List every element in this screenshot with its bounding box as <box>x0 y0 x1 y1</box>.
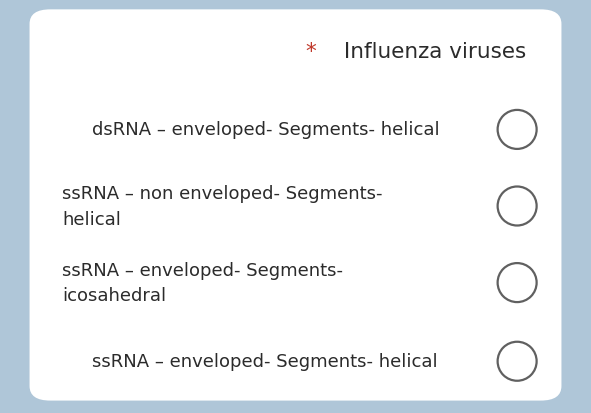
Text: ssRNA – enveloped- Segments-: ssRNA – enveloped- Segments- <box>62 261 343 279</box>
Text: *: * <box>306 42 316 62</box>
Text: ssRNA – non enveloped- Segments-: ssRNA – non enveloped- Segments- <box>62 185 382 203</box>
Ellipse shape <box>498 111 537 150</box>
Ellipse shape <box>498 342 537 381</box>
Text: ssRNA – enveloped- Segments- helical: ssRNA – enveloped- Segments- helical <box>92 352 437 370</box>
Text: Influenza viruses: Influenza viruses <box>337 42 526 62</box>
Text: dsRNA – enveloped- Segments- helical: dsRNA – enveloped- Segments- helical <box>92 121 439 139</box>
Ellipse shape <box>498 263 537 302</box>
Ellipse shape <box>498 187 537 226</box>
Text: helical: helical <box>62 210 121 228</box>
Text: icosahedral: icosahedral <box>62 287 166 305</box>
FancyBboxPatch shape <box>30 10 561 401</box>
